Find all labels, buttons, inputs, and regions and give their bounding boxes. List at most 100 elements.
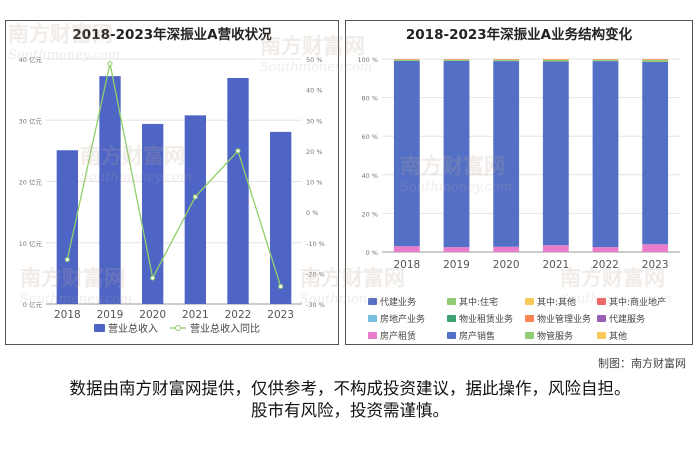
x-tick-label: 2022 — [225, 309, 252, 321]
revenue-chart-panel: 2018-2023年深振业A营收状况 0 亿元 10 亿元 20 亿元 30 亿元 40… — [5, 20, 339, 345]
y-left-tick-label: 30 亿元 — [19, 116, 43, 125]
y-left-tick-label: 20 亿元 — [19, 178, 43, 187]
revenue-bar — [56, 150, 78, 304]
x-tick-label: 2021 — [182, 309, 209, 321]
legend-swatch — [368, 298, 377, 305]
y-right-tick-label: 0 % — [306, 209, 318, 217]
legend-swatch — [597, 315, 606, 322]
legend-swatch — [368, 315, 377, 322]
yoy-point — [235, 148, 241, 154]
disclaimer-line-2: 股市有风险，投资需谨慎。 — [251, 401, 449, 420]
y-left-tick-label: 10 亿元 — [19, 239, 43, 248]
legend-label: 房产销售 — [459, 330, 495, 342]
legend-label: 其中:住宅 — [459, 296, 498, 308]
legend-label: 物业管理业务 — [537, 313, 591, 325]
legend-swatch — [368, 332, 377, 339]
structure-chart: 0 % 20 % 40 % 60 % 80 % 100 % 2018 2019 2020 2021… — [357, 56, 680, 342]
yoy-point — [192, 194, 198, 200]
stack-segment — [443, 60, 470, 248]
yoy-line — [66, 63, 282, 287]
x-tick-label: 2023 — [642, 259, 669, 271]
y-right-tick-label: -30 % — [306, 301, 325, 309]
disclaimer: 数据由南方财富网提供，仅供参考，不构成投资建议，据此操作，风险自担。 股市有风险… — [0, 378, 700, 422]
revenue-bar — [99, 76, 121, 305]
legend-revenue-label: 营业总收入 — [108, 322, 158, 335]
structure-chart-panel: 2018-2023年深振业A业务结构变化 0 % 20 % 40 % 60 % 80 %… — [345, 20, 693, 345]
y-right-tick-label: 10 % — [306, 179, 323, 187]
legend-revenue-swatch — [94, 324, 105, 332]
stack-segment — [493, 61, 520, 247]
stack-segment — [493, 59, 520, 62]
x-tick-label: 2021 — [542, 259, 569, 271]
structure-chart-title: 2018-2023年深振业A业务结构变化 — [405, 27, 633, 43]
legend-yoy-marker — [175, 325, 181, 331]
stack-segment — [592, 61, 619, 248]
stack-segment — [443, 59, 470, 61]
stack-segment — [592, 247, 619, 252]
legend-swatch — [447, 332, 456, 339]
yoy-point — [150, 275, 156, 281]
x-tick-label: 2023 — [267, 309, 294, 321]
yoy-point — [278, 284, 284, 290]
y-tick-label: 100 % — [357, 56, 378, 64]
revenue-bar — [270, 131, 292, 304]
legend-label: 代建服务 — [609, 313, 645, 325]
x-tick-label: 2020 — [493, 259, 520, 271]
y-tick-label: 0 % — [366, 249, 378, 257]
stack-segment — [542, 245, 569, 252]
revenue-chart-title: 2018-2023年深振业A营收状况 — [72, 27, 272, 43]
revenue-bar — [227, 77, 249, 304]
stack-segment — [393, 59, 420, 61]
y-tick-label: 40 % — [361, 172, 378, 180]
y-tick-label: 60 % — [361, 133, 378, 141]
x-tick-label: 2019 — [443, 259, 470, 271]
y-tick-label: 80 % — [361, 95, 378, 103]
stack-segment — [642, 59, 669, 62]
legend-label: 其中:商业地产 — [609, 296, 666, 308]
legend-label: 其中:其他 — [537, 296, 576, 308]
legend-label: 其他 — [609, 330, 627, 342]
legend-label: 代建业务 — [380, 296, 416, 308]
legend-swatch — [597, 298, 606, 305]
stack-segment — [542, 59, 569, 60]
stack-segment — [592, 59, 619, 62]
legend-swatch — [597, 332, 606, 339]
legend-label: 物管服务 — [537, 330, 573, 342]
stack-segment — [642, 244, 669, 252]
legend-swatch — [447, 315, 456, 322]
yoy-point — [107, 61, 113, 67]
legend-swatch — [525, 315, 534, 322]
y-right-tick-label: -10 % — [306, 240, 325, 248]
x-tick-label: 2018 — [393, 259, 420, 271]
legend-swatch — [525, 332, 534, 339]
legend-swatch — [447, 298, 456, 305]
y-right-tick-label: 20 % — [306, 148, 323, 156]
legend-yoy-label: 营业总收入同比 — [190, 322, 260, 335]
x-tick-label: 2022 — [592, 259, 619, 271]
y-right-tick-label: 30 % — [306, 117, 323, 125]
x-tick-label: 2019 — [97, 309, 124, 321]
revenue-chart: 0 亿元 10 亿元 20 亿元 30 亿元 40 亿元 -30 % -20 % -10 % 0… — [19, 55, 325, 335]
stack-segment — [542, 59, 569, 62]
stack-segment — [493, 246, 520, 252]
stack-segment — [443, 247, 470, 252]
stack-segment — [642, 59, 669, 60]
y-right-tick-label: -20 % — [306, 270, 325, 278]
stack-segment — [393, 60, 420, 247]
stack-segment — [393, 246, 420, 252]
y-left-tick-label: 0 亿元 — [23, 300, 43, 309]
revenue-bar — [184, 115, 206, 304]
stack-segment — [642, 61, 669, 245]
disclaimer-line-1: 数据由南方财富网提供，仅供参考，不构成投资建议，据此操作，风险自担。 — [69, 379, 631, 398]
chart-credit: 制图：南方财富网 — [598, 357, 686, 370]
legend-label: 物业租赁业务 — [459, 313, 513, 325]
legend-label: 房地产业务 — [380, 313, 425, 325]
y-right-tick-label: 50 % — [306, 56, 323, 64]
yoy-point — [64, 257, 70, 263]
y-right-tick-label: 40 % — [306, 87, 323, 95]
y-left-tick-label: 40 亿元 — [19, 55, 43, 64]
legend-swatch — [525, 298, 534, 305]
stack-segment — [542, 61, 569, 246]
x-tick-label: 2018 — [54, 309, 81, 321]
legend-label: 房产租赁 — [380, 330, 416, 342]
